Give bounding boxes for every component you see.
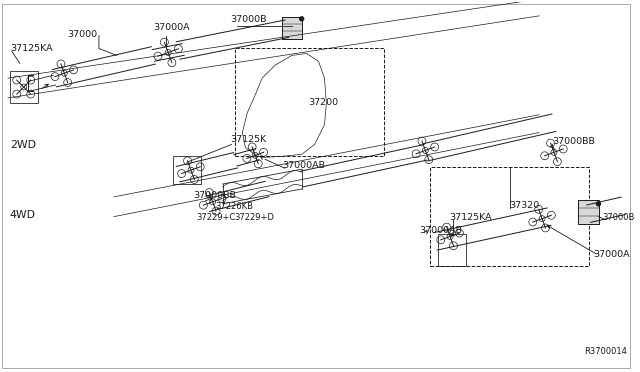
Text: 37000BB: 37000BB (552, 137, 595, 147)
Bar (173, 156, 201, 184)
Bar (282, 17, 301, 39)
Text: 37125K: 37125K (230, 135, 267, 144)
Text: 37000A: 37000A (593, 250, 630, 259)
Text: 2WD: 2WD (10, 140, 36, 150)
Text: 37226KB: 37226KB (216, 202, 253, 211)
Bar (236, 48, 384, 156)
Text: 37125KA: 37125KA (10, 44, 52, 54)
Text: 37000: 37000 (67, 30, 97, 39)
Text: 37000AB: 37000AB (282, 161, 325, 170)
Text: 37000AB: 37000AB (419, 227, 463, 235)
Text: 37229+D: 37229+D (234, 213, 275, 222)
Text: 37000BB: 37000BB (193, 191, 236, 200)
Bar (438, 234, 466, 266)
Text: 4WD: 4WD (10, 210, 36, 219)
Bar (578, 200, 600, 224)
Text: 37000B: 37000B (230, 15, 267, 24)
Text: 37125KA: 37125KA (449, 213, 492, 222)
Text: 37320: 37320 (509, 201, 540, 210)
Text: 37200: 37200 (308, 98, 339, 107)
Circle shape (596, 202, 600, 206)
Circle shape (300, 17, 304, 21)
Text: 37000B: 37000B (602, 213, 635, 222)
Bar (430, 167, 589, 266)
Bar (10, 71, 38, 103)
Text: 37000A: 37000A (154, 23, 190, 32)
Text: 37229+C: 37229+C (196, 213, 235, 222)
Text: R3700014: R3700014 (584, 347, 627, 356)
